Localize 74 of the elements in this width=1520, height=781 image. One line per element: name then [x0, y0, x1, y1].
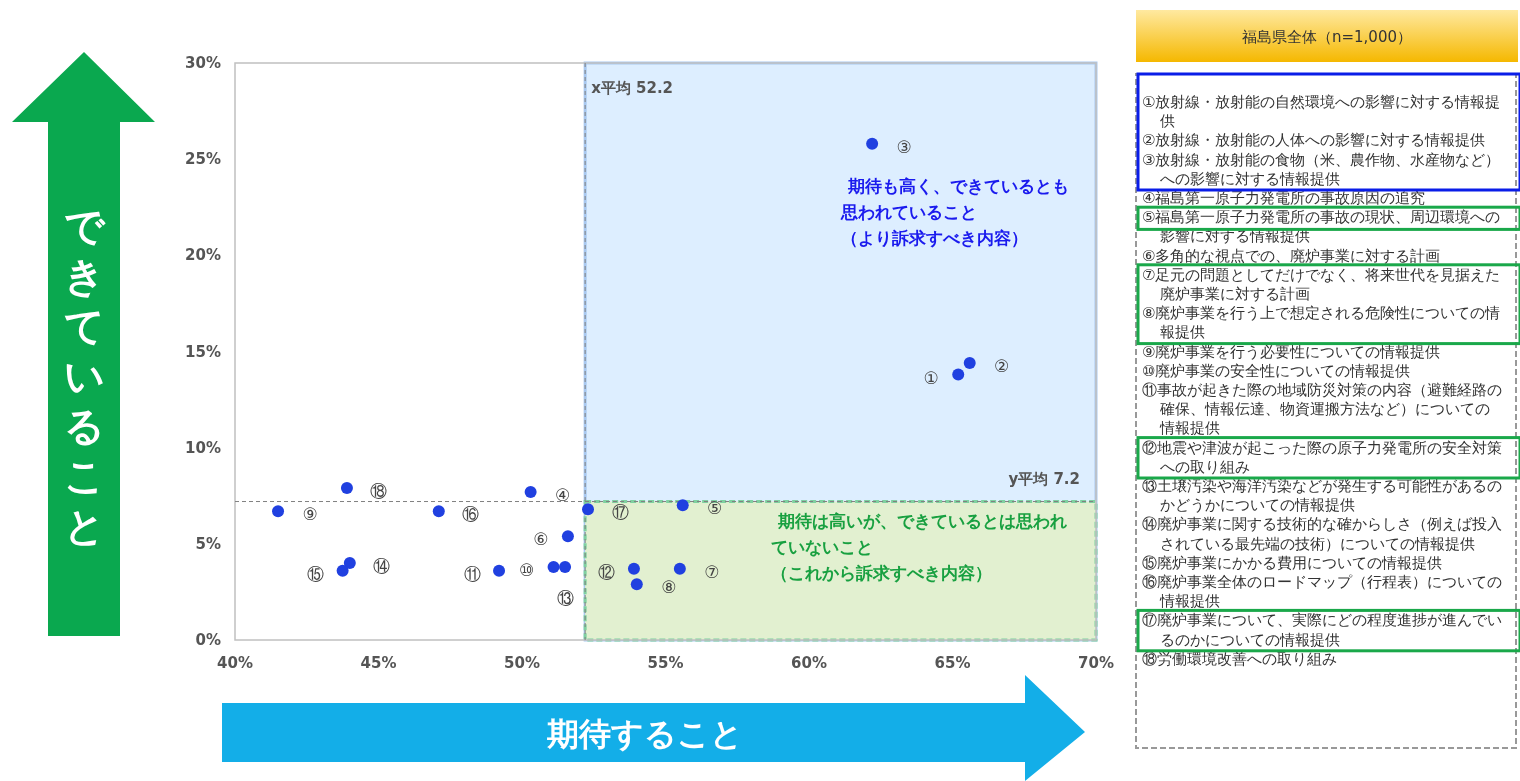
data-label: ⑥: [533, 529, 549, 550]
x-tick-label: 40%: [217, 654, 253, 672]
band-label: 期待は高いが、できているとは思われていないこと（これから訴求すべき内容）: [771, 511, 1067, 583]
x-tick-label: 45%: [360, 654, 397, 672]
data-label: ②: [994, 356, 1010, 377]
data-label: ⑩: [518, 559, 535, 580]
point: [676, 499, 689, 512]
point: [559, 560, 572, 573]
point: [866, 137, 879, 150]
point: [343, 557, 356, 570]
data-label: ①: [923, 367, 939, 388]
y-tick-label: 5%: [195, 534, 221, 553]
text: ⑨廃炉事業を行う必要性についての情報提供: [1142, 342, 1441, 361]
point: [963, 357, 976, 370]
text: ⑥多角的な視点での、廃炉事業に対する計画: [1142, 246, 1441, 265]
point: [561, 530, 574, 543]
data-label: ④: [554, 484, 571, 505]
data-label: ⑤: [707, 498, 723, 519]
text: ⑧廃炉事業を行う上で想定される危険性についての情報提供: [1142, 304, 1501, 342]
text: ⑰廃炉事業について、実際にどの程度進捗が進んでいるのかについての情報提供: [1142, 611, 1502, 649]
x-tick-label: 55%: [647, 654, 684, 672]
point: [272, 505, 285, 518]
text: ⑪事故が起きた際の地域防災対策の内容（避難経路の確保、情報伝達、物資運搬方法など）についての情報提供: [1142, 381, 1502, 438]
data-label: ⑯: [462, 504, 480, 525]
text: ⑯廃炉事業全体のロードマップ（行程表）についての情報提供: [1142, 573, 1502, 611]
point: [336, 564, 349, 577]
x-axis-title: 期待すること: [546, 715, 743, 753]
text: ⑮廃炉事業にかかる費用についての情報提供: [1142, 553, 1442, 572]
text: ④福島第一原子力発電所の事故原因の追究: [1142, 189, 1426, 207]
text: ⑭廃炉事業に関する技術的な確からしさ（例えば投入されている最先端の技術）についての情報提供: [1142, 515, 1502, 553]
text: ⑫地震や津波が起こった際の原子力発電所の安全対策への取り組み: [1142, 438, 1502, 476]
data-label: ⑱: [370, 481, 388, 502]
text: ①放射線・放射能の自然環境への影響に対する情報提供: [1142, 93, 1501, 131]
point: [630, 578, 643, 591]
y-tick-label: 10%: [185, 438, 221, 457]
point: [493, 564, 506, 577]
data-label: ⑪: [463, 563, 481, 584]
text: ③放射線・放射能の食物（米、農作物、水産物など）への影響に対する情報提供: [1142, 150, 1501, 188]
x-tick-label: 65%: [934, 654, 971, 672]
point: [340, 482, 353, 495]
text: ⑬土壌汚染や海洋汚染などが発生する可能性があるのかどうかについての情報提供: [1142, 477, 1502, 515]
data-label: ⑮: [307, 563, 325, 584]
text: 福島県全体（n=1,000）: [1241, 28, 1413, 46]
text: ⑦足元の問題としてだけでなく、将来世代を見据えた廃炉事業に対する計画: [1142, 265, 1501, 303]
point: [627, 562, 640, 575]
text: ⑱労働環境改善への取り組み: [1142, 649, 1337, 668]
y-tick-label: 30%: [185, 54, 221, 72]
data-label: ⑰: [611, 502, 629, 523]
ref-line-label: y平均 7.2: [1008, 469, 1080, 488]
data-label: ⑦: [704, 561, 720, 582]
ref-line-label: x平均 52.2: [591, 79, 674, 97]
y-tick-label: 15%: [185, 342, 221, 361]
point: [952, 368, 965, 381]
x-tick-label: 70%: [1078, 654, 1114, 672]
point: [673, 562, 686, 575]
point: [582, 503, 595, 516]
x-tick-label: 50%: [504, 654, 540, 672]
data-label: ⑨: [302, 504, 318, 525]
point: [432, 505, 445, 518]
point: [524, 485, 537, 498]
data-label: ③: [896, 136, 912, 157]
point: [547, 560, 560, 573]
x-tick-label: 60%: [791, 654, 827, 672]
y-tick-label: 25%: [185, 150, 221, 169]
y-axis-title: できていること: [63, 203, 106, 549]
data-label: ⑬: [556, 587, 574, 608]
band-label: 期待も高く、できているとも思われていること（より訴求すべき内容）: [840, 176, 1069, 248]
text: ②放射線・放射能の人体への影響に対する情報提供: [1142, 131, 1486, 150]
data-label: ⑧: [661, 577, 677, 598]
data-label: ⑭: [373, 556, 391, 577]
data-label: ⑫: [598, 561, 616, 582]
y-tick-label: 20%: [185, 246, 221, 265]
text: ⑩廃炉事業の安全性についての情報提供: [1142, 361, 1411, 380]
y-tick-label: 0%: [195, 631, 221, 649]
